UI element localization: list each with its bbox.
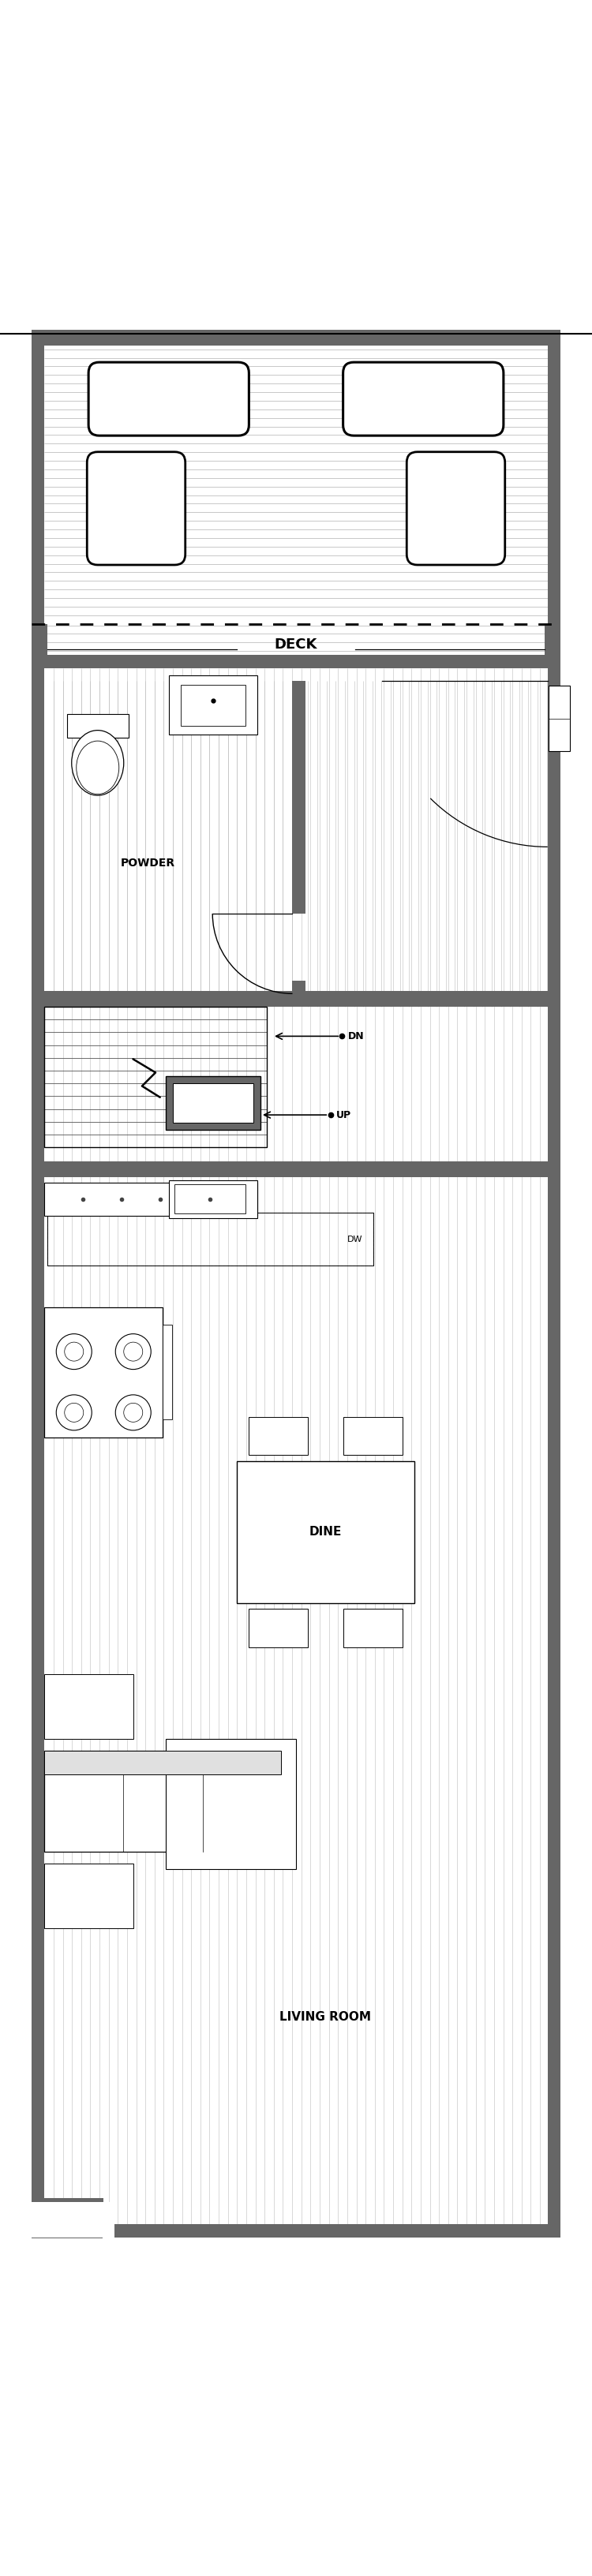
Bar <box>31 992 305 1007</box>
FancyBboxPatch shape <box>343 363 504 435</box>
Bar <box>44 1182 258 1216</box>
Bar <box>169 1180 258 1218</box>
Text: DECK: DECK <box>275 639 317 652</box>
Bar <box>31 992 561 1007</box>
Bar <box>31 654 44 2239</box>
Bar <box>237 1461 414 1602</box>
Bar <box>343 1417 403 1455</box>
FancyBboxPatch shape <box>87 451 185 564</box>
Bar <box>548 345 561 623</box>
Text: DINE: DINE <box>309 1525 342 1538</box>
Bar <box>31 2197 104 2210</box>
Bar <box>47 1213 373 1265</box>
Circle shape <box>115 1334 151 1370</box>
Bar <box>292 981 305 999</box>
Bar <box>31 2200 102 2239</box>
Bar <box>545 623 561 667</box>
Circle shape <box>115 1394 151 1430</box>
Circle shape <box>56 1334 92 1370</box>
FancyBboxPatch shape <box>89 363 249 435</box>
Circle shape <box>65 1342 83 1360</box>
Bar <box>31 2210 44 2239</box>
Bar <box>44 1674 133 1739</box>
Bar <box>47 1213 373 1265</box>
Text: LIVING ROOM: LIVING ROOM <box>280 2012 371 2022</box>
Text: POWDER: POWDER <box>121 858 175 868</box>
Bar <box>175 1185 246 1213</box>
Bar <box>163 1324 172 1419</box>
Bar <box>169 675 258 734</box>
Bar <box>44 1306 163 1437</box>
Bar <box>343 1610 403 1649</box>
Ellipse shape <box>72 729 124 796</box>
Bar <box>44 1862 133 1929</box>
Bar <box>249 1610 308 1649</box>
Bar <box>31 2226 561 2239</box>
Bar <box>549 685 570 752</box>
Bar <box>173 1084 253 1123</box>
Circle shape <box>124 1342 143 1360</box>
Bar <box>67 714 128 737</box>
Circle shape <box>124 1404 143 1422</box>
Text: UP: UP <box>336 1110 352 1121</box>
Bar <box>31 654 561 667</box>
Bar <box>44 1752 281 1852</box>
FancyBboxPatch shape <box>407 451 505 564</box>
Bar <box>31 345 44 623</box>
Text: DN: DN <box>348 1030 364 1041</box>
Bar <box>31 2202 114 2239</box>
Bar <box>31 330 561 345</box>
Bar <box>292 680 305 914</box>
Circle shape <box>65 1404 83 1422</box>
Bar <box>548 654 561 2239</box>
Bar <box>92 2210 105 2239</box>
Bar <box>249 1417 308 1455</box>
Circle shape <box>56 1394 92 1430</box>
Bar <box>181 685 246 726</box>
Bar <box>44 1007 266 1146</box>
Bar <box>44 1752 281 1775</box>
Bar <box>166 1077 260 1131</box>
Text: DW: DW <box>348 1236 363 1244</box>
Bar <box>31 623 47 667</box>
Bar <box>166 1739 296 1870</box>
Bar <box>31 1162 548 1177</box>
